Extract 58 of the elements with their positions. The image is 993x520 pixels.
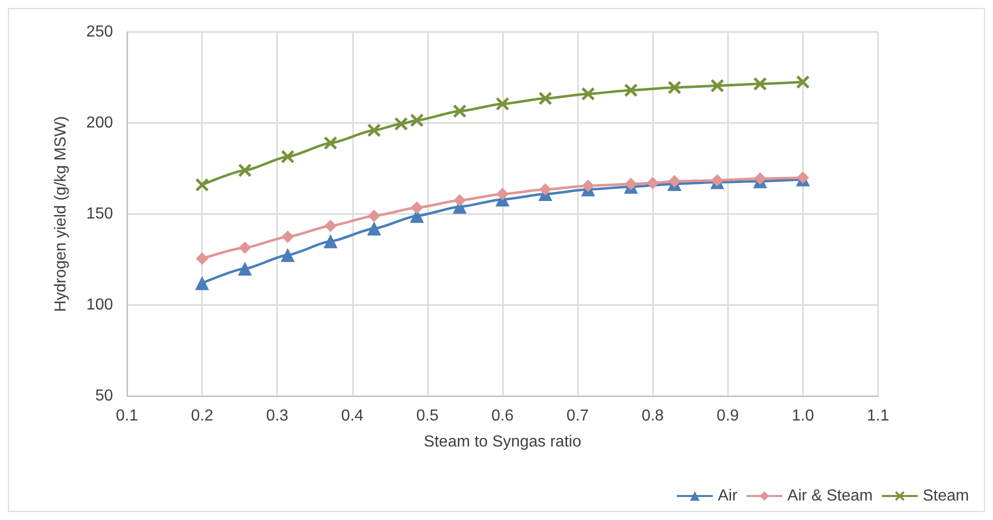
point	[624, 84, 638, 97]
y-tick-label: 150	[86, 206, 114, 222]
point	[496, 188, 508, 200]
point	[711, 174, 724, 186]
point	[668, 81, 681, 94]
point	[454, 194, 466, 206]
x-tick-label: 0.2	[190, 408, 214, 424]
point	[646, 177, 659, 190]
point	[453, 104, 466, 118]
legend-label: Air	[718, 488, 738, 504]
point	[582, 180, 594, 192]
point	[496, 97, 509, 110]
point	[582, 87, 595, 100]
x-tick-label: 1.1	[866, 408, 890, 424]
point	[796, 76, 810, 89]
x-tick-label: 0.6	[491, 408, 514, 424]
point	[754, 172, 766, 185]
x-tick-label: 0.9	[716, 408, 740, 424]
point	[539, 183, 552, 196]
legend-label: Steam	[922, 488, 970, 504]
y-tick-label: 50	[95, 388, 114, 404]
point	[324, 220, 337, 232]
x-tick-label: 1.0	[792, 408, 814, 424]
point	[368, 124, 381, 137]
x-tick-label: 0.4	[341, 408, 364, 424]
point	[754, 77, 767, 90]
point	[324, 234, 338, 248]
point	[280, 248, 295, 262]
x-tick-label: 0.7	[566, 408, 589, 424]
legend-label: Air & Steam	[787, 488, 873, 504]
point	[394, 117, 408, 130]
x-tick-label: 0.3	[266, 408, 288, 424]
y-tick-label: 200	[86, 114, 114, 132]
x-tick-label: 0.5	[416, 408, 439, 424]
point	[195, 276, 210, 290]
point	[410, 202, 423, 214]
point	[624, 178, 637, 190]
y-tick-label: 100	[86, 296, 114, 314]
y-axis-title: Hydrogen yield (g/kg MSW)	[52, 116, 70, 312]
point	[238, 262, 252, 276]
x-tick-label: 0.1	[116, 408, 138, 424]
x-tick-label: 0.8	[642, 408, 664, 424]
point	[238, 164, 252, 177]
point	[281, 150, 294, 164]
point	[538, 92, 552, 105]
point	[796, 172, 809, 184]
point	[710, 79, 724, 92]
point	[282, 230, 294, 243]
point	[196, 252, 208, 265]
point	[367, 222, 382, 236]
point	[324, 136, 338, 150]
point	[668, 175, 680, 188]
x-axis-title: Steam to Syngas ratio	[424, 434, 582, 450]
y-tick-label: 250	[86, 24, 114, 40]
point	[410, 114, 424, 127]
point	[368, 210, 380, 222]
point	[196, 178, 209, 192]
point	[238, 242, 251, 254]
